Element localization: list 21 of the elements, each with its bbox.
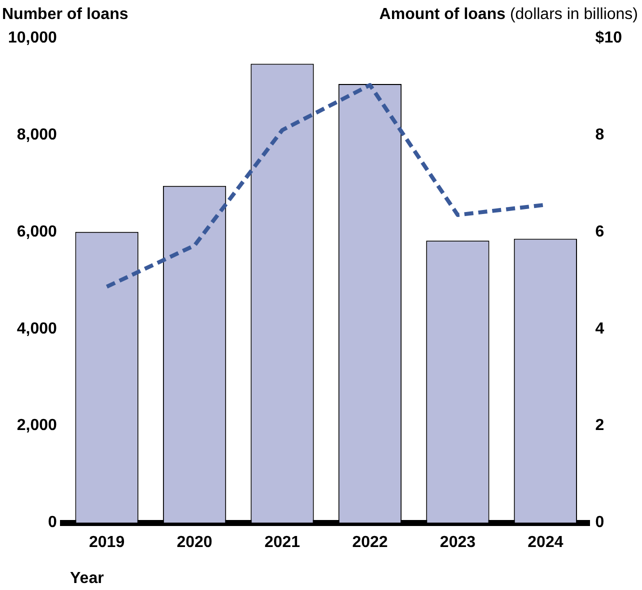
y-tick-label: 0 (48, 514, 58, 532)
x-tick-label: 2021 (264, 534, 300, 551)
y2-axis-title: Amount of loans (dollars in billions) (379, 6, 638, 24)
y-tick-label: 10,000 (8, 29, 58, 46)
y2-tick-label: 4 (595, 320, 604, 338)
x-tick-label: 2024 (528, 534, 564, 551)
y-tick-label: 2,000 (16, 417, 58, 434)
y2-tick-label: 6 (595, 223, 604, 240)
x-tick-label: 2022 (352, 534, 388, 551)
x-tick-label: 2019 (89, 534, 125, 551)
y2-tick-label: 0 (595, 514, 604, 532)
x-tick-label: 2020 (176, 534, 212, 551)
y-axis-title: Number of loans (2, 6, 128, 23)
y2-tick-label: $10 (595, 29, 622, 46)
y2-tick-label: 8 (595, 126, 604, 144)
x-axis-title: Year (70, 570, 104, 587)
y-tick-label: 6,000 (16, 223, 58, 240)
y-tick-label: 4,000 (16, 320, 58, 338)
y2-tick-label: 2 (595, 417, 604, 434)
x-tick-label: 2023 (440, 534, 476, 551)
y-tick-label: 8,000 (16, 126, 58, 144)
